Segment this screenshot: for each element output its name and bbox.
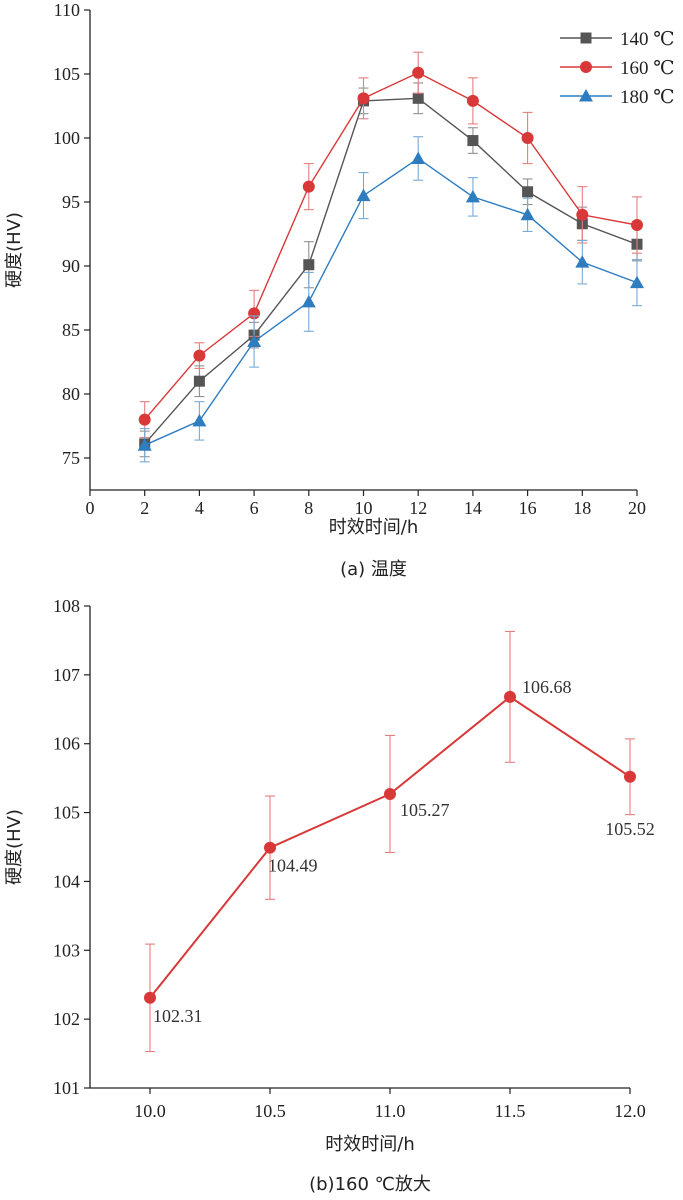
data-point [520, 207, 535, 221]
x-tick-label: 2 [140, 498, 149, 518]
data-point [247, 334, 262, 348]
series-1: 102.31 104.49 105.27 106.68 105.52 [144, 630, 655, 1053]
data-label: 102.31 [153, 1006, 203, 1026]
x-axis-title: 时效时间/h [325, 1134, 414, 1155]
chart-caption: (a) 温度 [340, 559, 407, 580]
x-tick-label: 10 [355, 498, 373, 518]
x-tick-label: 16 [519, 498, 537, 518]
x-tick-label: 10.5 [254, 1101, 286, 1121]
data-point [467, 135, 479, 147]
legend-marker [580, 32, 592, 44]
data-point [137, 438, 152, 451]
data-point [193, 349, 206, 362]
x-tick-label: 18 [573, 498, 591, 518]
data-point [465, 189, 480, 203]
chart-caption: (b)160 ℃放大 [309, 1174, 431, 1195]
x-tick-label: 4 [195, 498, 204, 518]
data-point [193, 375, 205, 387]
data-point [504, 690, 516, 703]
chart-2: 101 102 103 104 105 106 107 108 10.0 10.5 11.0 11.5… [4, 596, 655, 1195]
data-point [144, 991, 156, 1004]
x-tick-label: 6 [250, 498, 259, 518]
y-tick-label: 85 [62, 320, 80, 340]
data-point [631, 219, 643, 232]
x-tick-label: 12 [409, 498, 427, 518]
data-point [576, 208, 589, 221]
x-tick-label: 12.0 [614, 1101, 646, 1121]
x-tick-label: 10.0 [134, 1101, 166, 1121]
data-point [412, 66, 425, 79]
data-point [301, 294, 316, 308]
y-tick-label: 75 [62, 448, 80, 468]
y-tick-label: 110 [54, 0, 80, 20]
data-point [264, 841, 276, 854]
y-tick-label: 90 [62, 256, 80, 276]
x-tick-label: 11.0 [375, 1101, 406, 1121]
y-tick-label: 103 [53, 940, 80, 960]
series-3 [137, 136, 644, 463]
series-line [144, 97, 638, 445]
legend: 140 ℃ 160 ℃ 180 ℃ [560, 29, 675, 108]
y-tick-label: 100 [53, 128, 80, 148]
data-label: 104.49 [268, 856, 318, 876]
x-tick-label: 20 [628, 498, 646, 518]
data-point [411, 151, 426, 164]
data-point [302, 180, 315, 193]
legend-label: 140 ℃ [620, 29, 675, 50]
chart-1: 75 80 85 90 95 100 105 110 0 2 4 6 8 10 12 14 16 18 20 时效时间… [4, 0, 675, 580]
data-point [303, 259, 315, 271]
data-point [357, 92, 370, 105]
x-tick-label: 11.5 [495, 1101, 526, 1121]
data-label: 106.68 [522, 677, 572, 697]
legend-marker [579, 89, 593, 102]
y-tick-label: 105 [53, 64, 80, 84]
data-label: 105.27 [400, 800, 450, 820]
data-point [575, 255, 590, 268]
data-point [384, 787, 396, 800]
x-tick-label: 14 [464, 498, 482, 518]
y-tick-label: 108 [53, 596, 80, 616]
x-tick-label: 0 [86, 498, 95, 518]
x-axis-title: 时效时间/h [329, 517, 418, 538]
data-point [356, 188, 371, 202]
data-point [192, 413, 207, 427]
data-point [624, 770, 636, 783]
x-tick-label: 8 [304, 498, 313, 518]
series-line [144, 157, 638, 446]
y-tick-label: 105 [53, 803, 80, 823]
legend-marker [580, 61, 592, 73]
y-tick-label: 104 [53, 871, 80, 891]
data-point [466, 94, 479, 107]
data-point [630, 275, 644, 289]
series-1 [139, 82, 643, 458]
data-point [522, 186, 534, 198]
series-line [144, 71, 638, 421]
y-axis-title: 硬度(HV) [4, 809, 25, 885]
legend-label: 180 ℃ [620, 87, 675, 108]
y-tick-label: 101 [53, 1078, 80, 1098]
data-point [521, 132, 534, 144]
y-tick-label: 95 [62, 192, 80, 212]
y-tick-label: 107 [53, 665, 80, 685]
series-2 [138, 51, 643, 439]
y-tick-label: 102 [53, 1009, 80, 1029]
data-point [412, 92, 424, 104]
y-tick-label: 106 [53, 734, 80, 754]
legend-label: 160 ℃ [620, 58, 675, 79]
y-tick-label: 80 [62, 384, 80, 404]
y-axis-title: 硬度(HV) [4, 212, 25, 288]
data-point [138, 413, 151, 426]
data-label: 105.52 [605, 819, 655, 839]
